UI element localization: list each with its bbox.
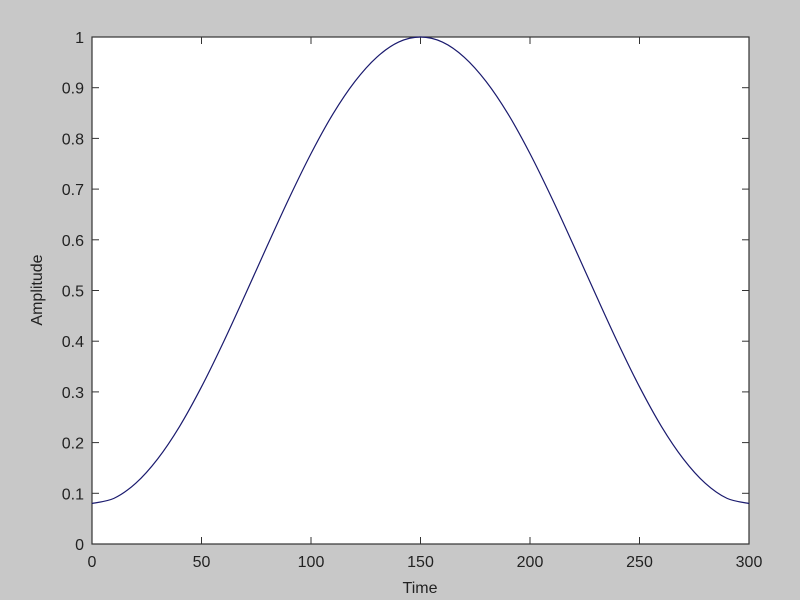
y-tick-label: 0.1	[62, 486, 84, 503]
plot-area	[91, 36, 750, 545]
x-axis-label: Time	[403, 580, 438, 597]
y-tick-label: 0.6	[62, 233, 84, 250]
y-axis-label: Amplitude	[29, 254, 46, 325]
y-tick-label: 0.4	[62, 334, 84, 351]
x-tick-label: 0	[88, 554, 97, 571]
x-tick-label: 250	[626, 554, 653, 571]
y-tick-label: 0.9	[62, 81, 84, 98]
y-tick-label: 1	[75, 30, 84, 47]
y-tick-label: 0.2	[62, 436, 84, 453]
y-tick-label: 0.7	[62, 182, 84, 199]
y-tick-label: 0.8	[62, 131, 84, 148]
y-tick-label: 0.3	[62, 385, 84, 402]
x-tick-label: 100	[298, 554, 325, 571]
y-tick-label: 0.5	[62, 284, 84, 301]
x-tick-label: 50	[193, 554, 211, 571]
x-tick-label: 150	[407, 554, 434, 571]
y-tick-label: 0	[75, 537, 84, 554]
x-tick-label: 200	[517, 554, 544, 571]
x-tick-label: 300	[736, 554, 763, 571]
series-line	[91, 36, 750, 505]
